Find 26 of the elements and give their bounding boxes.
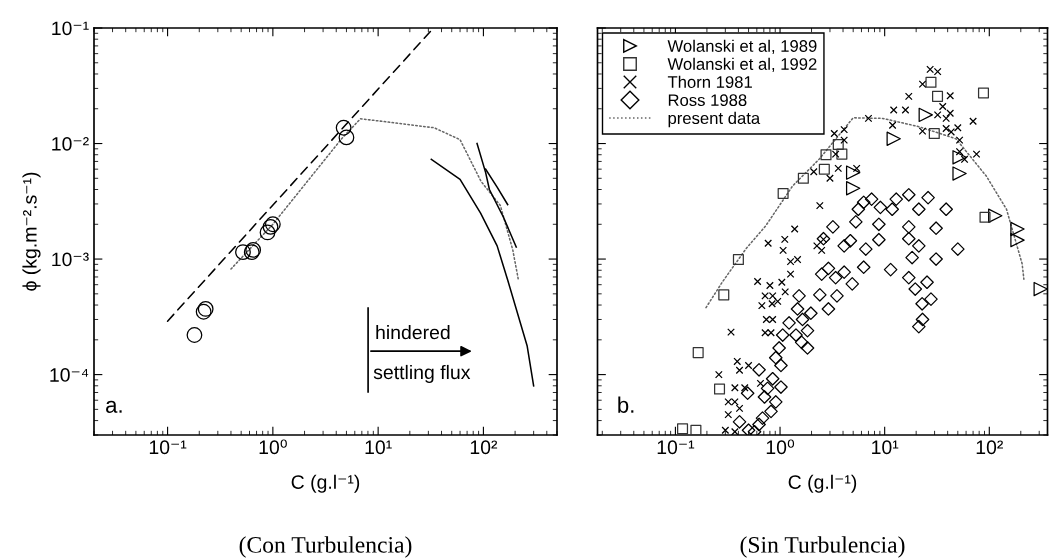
text: (Sin Turbulencia) <box>740 536 905 558</box>
y-tick-label: 10⁻¹ <box>52 21 89 36</box>
y-tick-label: 10⁻⁴ <box>50 368 89 382</box>
text: (Con Turbulencia) <box>239 536 412 558</box>
legend-label: Wolanski et al, 1992 <box>667 57 817 72</box>
annotation: hindered <box>376 325 450 340</box>
legend-label: Ross 1988 <box>668 94 747 107</box>
annotation: b. <box>618 396 634 413</box>
annotation: settling flux <box>373 364 471 384</box>
x-tick-label: 10⁻¹ <box>149 440 187 455</box>
x-tick-label: 10⁰ <box>766 439 795 455</box>
y-tick-label: 10⁻³ <box>52 252 89 267</box>
x-axis-title: C (g.l⁻¹) <box>291 474 360 493</box>
x-tick-label: 10² <box>470 440 498 455</box>
x-tick-label: 10² <box>976 440 1003 455</box>
x-axis-title: C (g.l⁻¹) <box>788 474 857 493</box>
y-tick-label: 10⁻² <box>52 137 89 151</box>
x-tick-label: 10⁰ <box>259 439 287 455</box>
y-axis-title: ϕ (kg.m⁻².s⁻¹) <box>22 172 41 291</box>
x-tick-label: 10¹ <box>872 440 899 455</box>
legend-label: Thorn 1981 <box>667 75 752 88</box>
legend-label: present data <box>668 111 761 128</box>
x-tick-label: 10⁻¹ <box>657 440 695 455</box>
legend-label: Wolanski et al, 1989 <box>667 39 817 54</box>
annotation: a. <box>106 400 122 413</box>
x-tick-label: 10¹ <box>365 440 392 455</box>
